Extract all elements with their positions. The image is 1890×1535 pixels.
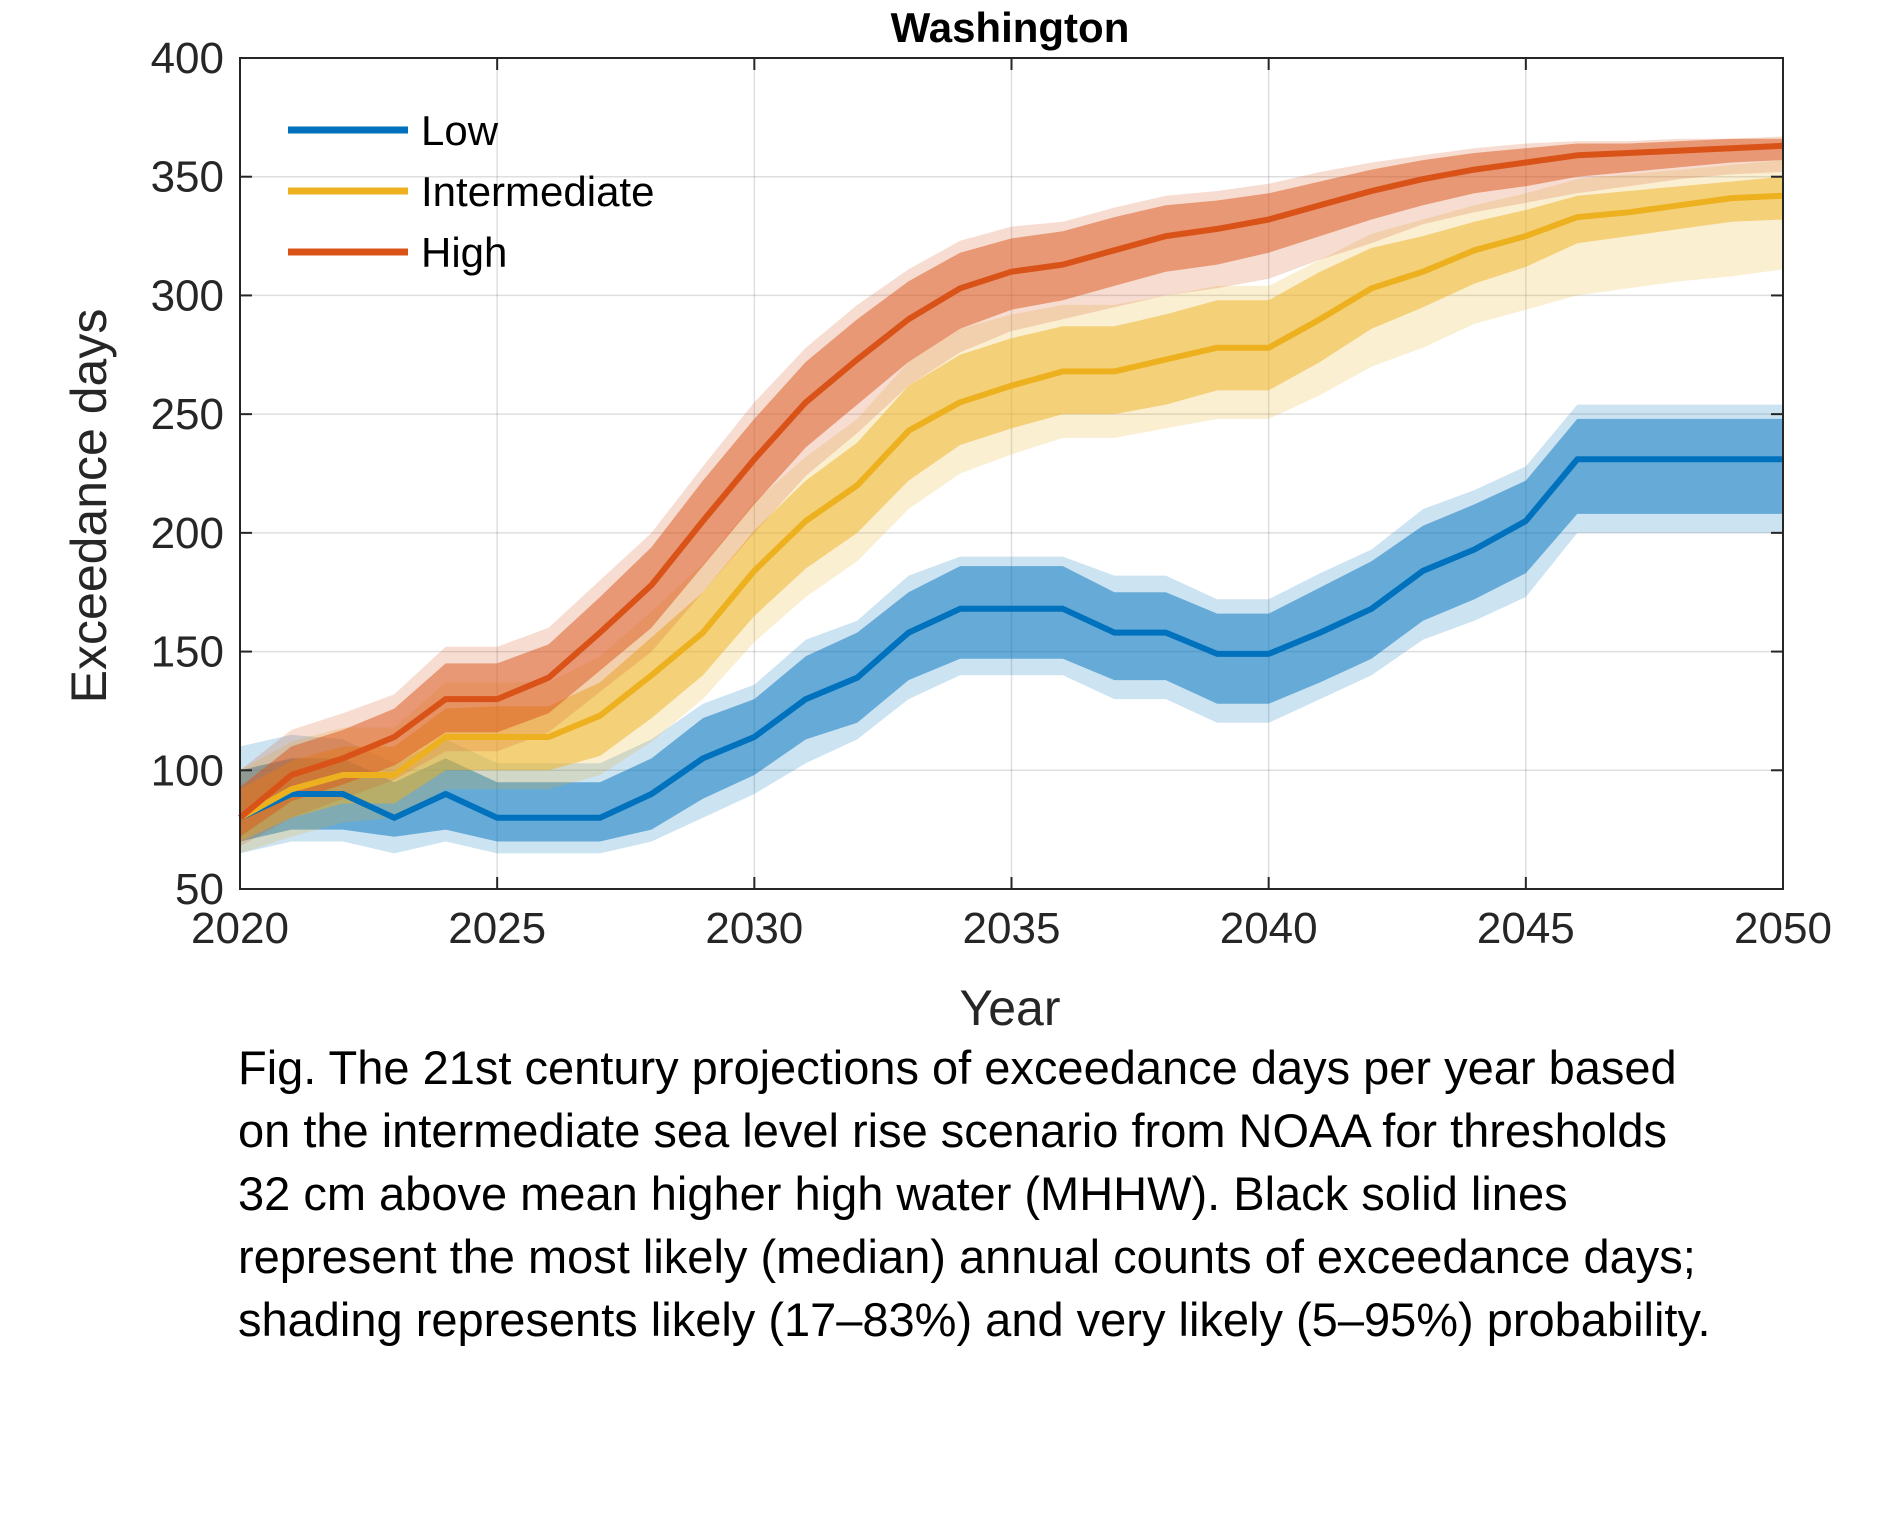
y-tick-label: 350	[151, 153, 224, 202]
y-tick-label: 150	[151, 628, 224, 677]
y-tick-label: 200	[151, 509, 224, 558]
axis-ticks: 2020 2025 2030 2035 2040 2045 2050 50 100 150 200 2…	[151, 34, 1832, 953]
median-line-high	[238, 142, 1784, 821]
x-tick-label: 2020	[191, 904, 289, 953]
legend-label-intermediate: Intermediate	[421, 168, 654, 215]
y-tick-label: 100	[151, 746, 224, 795]
band-likely-low	[240, 418, 1783, 842]
chart-title: Washington	[891, 4, 1130, 51]
chart: 2020 2025 2030 2035 2040 2045 2050 50 100 150 200 2…	[61, 4, 1832, 1030]
probability-bands	[240, 136, 1783, 854]
x-tick-label: 2035	[963, 904, 1061, 953]
x-tick-label: 2025	[448, 904, 546, 953]
y-tick-label: 300	[151, 271, 224, 320]
band-very-likely-high	[240, 136, 1783, 847]
legend: Low Intermediate High	[288, 107, 654, 276]
median-line-intermediate	[238, 192, 1784, 821]
x-tick-label: 2040	[1220, 904, 1318, 953]
y-tick-label: 250	[151, 390, 224, 439]
legend-label-low: Low	[421, 107, 499, 154]
figure-caption: Fig. The 21st century projections of exc…	[238, 1036, 1878, 1351]
caption-line: 32 cm above mean higher high water (MHHW…	[238, 1167, 1568, 1220]
caption-line: shading represents likely (17–83%) and v…	[238, 1293, 1711, 1346]
median-lines	[238, 142, 1784, 821]
band-likely-high	[240, 138, 1783, 837]
y-axis-label: Exceedance days	[61, 309, 117, 704]
y-tick-label: 400	[151, 34, 224, 83]
x-tick-label: 2050	[1734, 904, 1832, 953]
caption-line: Fig. The 21st century projections of exc…	[238, 1041, 1677, 1094]
caption-line: represent the most likely (median) annua…	[238, 1230, 1696, 1283]
y-tick-label: 50	[175, 865, 224, 914]
median-line-low	[238, 456, 1783, 821]
band-likely-intermediate	[240, 176, 1783, 842]
x-axis-label: Year	[959, 980, 1060, 1030]
x-tick-label: 2045	[1477, 904, 1575, 953]
caption-line: on the intermediate sea level rise scena…	[238, 1104, 1667, 1157]
legend-label-high: High	[421, 229, 507, 276]
x-tick-label: 2030	[705, 904, 803, 953]
